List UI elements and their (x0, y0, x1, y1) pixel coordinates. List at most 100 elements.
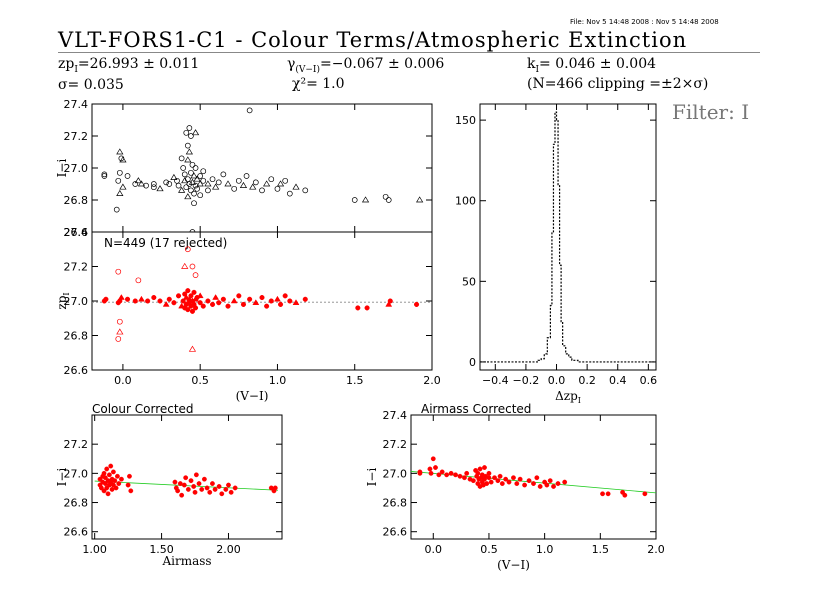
raw-point-circle (215, 179, 222, 186)
airmass-corrected-point (417, 470, 423, 476)
corrected-point (302, 296, 308, 302)
airmass-corrected-point (534, 475, 540, 481)
sigma-value: σ= 0.035 (58, 77, 124, 93)
raw-point-triangle (188, 178, 197, 185)
colour-corrected-title: Colour Corrected (92, 402, 194, 416)
airmass-corrected-ytick-label: 27.2 (383, 438, 408, 451)
zeropoint-value: zpI=26.993 ± 0.011 (58, 56, 199, 75)
corrected-point (216, 300, 222, 306)
corrected-point (185, 288, 191, 294)
airmass-corrected-ytick-label: 26.6 (383, 526, 408, 539)
raw-panel-frame (91, 103, 433, 233)
histogram-xtick-label: −0.2 (513, 374, 540, 387)
raw-point-circle (191, 190, 197, 197)
colour-corrected-point (201, 476, 207, 482)
corrected-xtick-label: 1.0 (269, 374, 287, 387)
raw-point-triangle (190, 172, 198, 179)
zeropoint-number: =26.993 ± 0.011 (77, 56, 200, 72)
corrected-ytick-label: 27.2 (64, 261, 89, 274)
raw-point-triangle (116, 148, 124, 155)
histogram-xtick-label: −0.4 (482, 374, 509, 387)
corrected-point (225, 303, 231, 309)
rejected-point-triangle (188, 345, 197, 352)
raw-point-circle (113, 206, 120, 213)
raw-point-circle (209, 176, 216, 183)
corrected-point (166, 296, 172, 302)
raw-point-triangle (416, 196, 424, 203)
airmass-corrected-point (462, 475, 467, 481)
corrected-point (132, 298, 138, 304)
raw-point-circle (101, 171, 108, 178)
raw-point-circle (143, 182, 149, 189)
page-title: VLT-FORS1-C1 - Colour Terms/Atmospheric … (58, 28, 688, 52)
raw-ytick-label: 27.4 (64, 98, 89, 111)
corrected-xtick-label: 0.5 (191, 374, 209, 387)
histogram-ytick-label: 50 (462, 275, 476, 288)
corrected-point (189, 308, 196, 314)
raw-point-circle (243, 173, 250, 179)
colour-corrected-point (108, 463, 114, 469)
colour-corrected-ylabel: I−i (55, 468, 69, 487)
colour-corrected-ytick-label: 27.0 (64, 467, 89, 480)
raw-point-circle (385, 197, 392, 203)
raw-point-circle (197, 173, 204, 179)
corrected-point (200, 303, 206, 309)
rejected-point-triangle (181, 262, 189, 269)
histogram-xtick-label: 0.4 (609, 374, 627, 387)
colour-corrected-point (183, 475, 189, 481)
raw-zeropoint-panel: 26.6 26.8 27.0 27.2 27.4 I−i (55, 98, 433, 239)
raw-point-circle (200, 168, 207, 175)
airmass-corrected-point (448, 470, 454, 476)
corrected-point (355, 305, 361, 311)
airmass-corrected-point (428, 470, 434, 476)
histogram-bin (552, 233, 554, 362)
corrected-point (282, 293, 288, 299)
airmass-corrected-point (439, 469, 445, 475)
raw-point-circle (183, 129, 190, 136)
colour-term-subscript: (V−I) (295, 64, 320, 75)
raw-point-triangle (184, 193, 192, 200)
raw-ytick-label: 27.2 (64, 130, 89, 143)
corrected-point (236, 293, 242, 299)
corrected-point (268, 298, 274, 304)
colour-corrected-xtick-label: 2.00 (216, 543, 241, 556)
colour-corrected-ytick-label: 26.6 (64, 526, 89, 539)
raw-point-triangle (224, 180, 232, 187)
corrected-point (188, 293, 194, 299)
extinction-number: = 0.046 ± 0.004 (539, 56, 657, 72)
raw-point-circle (286, 190, 293, 197)
rejected-point (192, 272, 199, 278)
raw-point-circle (252, 179, 259, 186)
colour-corrected-xtick-label: 1.50 (149, 543, 174, 556)
airmass-corrected-points (417, 456, 648, 498)
rejected-point (115, 268, 122, 275)
corrected-ytick-label: 27.0 (64, 295, 89, 308)
corrected-point-triangle (196, 292, 204, 299)
raw-point-circle (205, 187, 211, 194)
colour-corrected-point (181, 482, 187, 488)
raw-point-circle (231, 185, 238, 192)
airmass-corrected-point (495, 478, 501, 484)
colour-term-value: γ(V−I)=−0.067 ± 0.006 (287, 56, 444, 75)
rejected-point-triangle (116, 328, 124, 335)
raw-point-triangle (156, 185, 164, 192)
corrected-point (103, 296, 109, 302)
corrected-point (209, 301, 216, 308)
corrected-point (287, 298, 293, 304)
airmass-corrected-point (537, 484, 543, 489)
colour-corrected-point (116, 481, 122, 486)
corrected-point (277, 301, 284, 308)
airmass-corrected-point (477, 466, 483, 472)
colour-corrected-ytick-label: 26.8 (64, 497, 89, 510)
corrected-point (364, 305, 370, 311)
zeropoint-subscript: I (74, 64, 78, 75)
raw-point-circle (175, 182, 182, 189)
corrected-point (185, 307, 191, 313)
airmass-corrected-xtick-label: 2.0 (647, 543, 665, 556)
raw-point-circle (235, 177, 242, 184)
airmass-corrected-point (600, 491, 605, 497)
corrected-ylabel: zpI (55, 292, 71, 309)
corrected-point (205, 298, 211, 304)
corrected-point-triangle (292, 299, 300, 305)
